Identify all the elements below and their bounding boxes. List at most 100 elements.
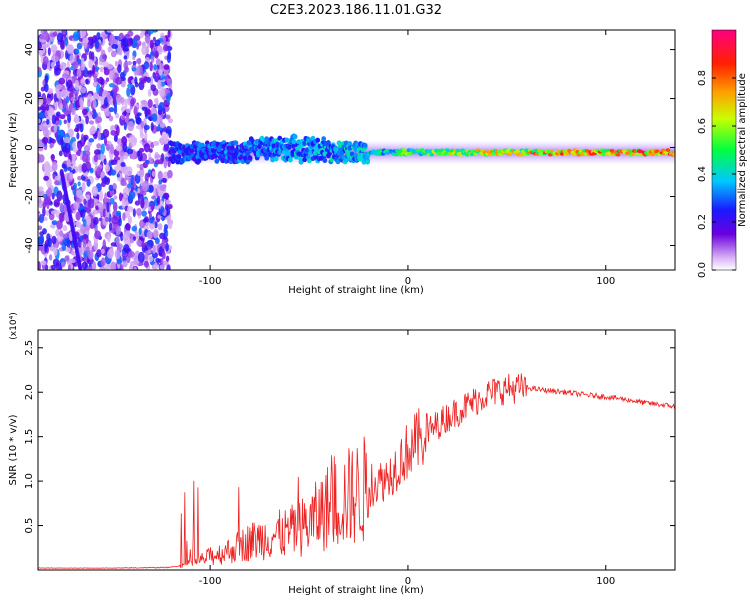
carrier-blob xyxy=(443,151,449,156)
noise-dot xyxy=(105,111,111,116)
noise-dot xyxy=(121,96,125,106)
noise-dot xyxy=(69,172,74,180)
noise-dot xyxy=(76,42,83,50)
noise-dot xyxy=(126,183,133,189)
noise-dot xyxy=(126,87,131,97)
noise-dot xyxy=(144,33,151,44)
carrier-blob xyxy=(273,156,279,162)
carrier-blob xyxy=(650,152,655,157)
noise-dot xyxy=(38,154,45,163)
noise-dot xyxy=(52,258,60,267)
noise-dot xyxy=(114,86,118,98)
noise-dot xyxy=(38,186,44,192)
noise-dot xyxy=(111,43,119,50)
noise-dot xyxy=(97,130,101,141)
noise-dot xyxy=(51,61,55,69)
noise-dot xyxy=(100,257,106,267)
noise-dot xyxy=(154,39,161,46)
noise-dot xyxy=(163,64,170,71)
noise-dot xyxy=(154,204,160,210)
noise-dot xyxy=(163,142,170,151)
noise-dot xyxy=(95,205,99,210)
snr-ticks: -100 0 100 0.5 1.0 1.5 2.0 2.5 xyxy=(24,330,675,587)
noise-dot xyxy=(120,181,128,186)
noise-dot xyxy=(71,107,76,116)
carrier-blob xyxy=(246,140,252,146)
noise-dot xyxy=(73,182,77,190)
noise-dot xyxy=(159,184,166,192)
noise-dot xyxy=(58,150,63,157)
noise-dot xyxy=(63,119,67,124)
noise-dot xyxy=(148,255,154,262)
noise-dot xyxy=(106,249,114,259)
x-tick-label: 0 xyxy=(405,276,411,287)
noise-dot xyxy=(153,64,158,71)
noise-dot xyxy=(40,86,45,92)
noise-dot xyxy=(55,84,59,94)
noise-dot xyxy=(45,103,50,112)
noise-dot xyxy=(109,143,114,155)
noise-dot xyxy=(62,97,67,109)
carrier-blob xyxy=(520,149,526,154)
noise-dot xyxy=(147,30,155,35)
noise-dot xyxy=(135,124,143,130)
noise-dot xyxy=(88,59,94,69)
snr-series-line xyxy=(38,373,675,569)
carrier-blob xyxy=(672,152,675,157)
noise-dot xyxy=(154,237,160,245)
noise-dot xyxy=(73,128,80,133)
noise-dot xyxy=(38,139,43,150)
noise-dot xyxy=(60,138,64,146)
carrier-blob xyxy=(298,159,304,165)
noise-dot xyxy=(129,238,135,244)
noise-dot xyxy=(150,204,154,211)
noise-dot xyxy=(100,143,105,155)
carrier-blob xyxy=(304,147,310,153)
noise-dot xyxy=(44,196,52,205)
y-tick-label: -20 xyxy=(24,188,35,204)
noise-dot xyxy=(61,73,69,79)
noise-dot xyxy=(152,140,160,147)
noise-dot xyxy=(92,64,96,76)
noise-dot xyxy=(93,149,101,156)
colorbar: 0.0 0.2 0.4 0.6 0.8 Normalized spectral ampl… xyxy=(697,29,748,278)
spectrogram-frame xyxy=(37,29,676,271)
noise-dot xyxy=(123,244,130,253)
noise-dot xyxy=(109,69,115,81)
noise-dot xyxy=(165,255,170,262)
noise-dot xyxy=(61,163,66,169)
noise-dot xyxy=(115,144,122,152)
noise-dot xyxy=(163,192,170,200)
noise-dot xyxy=(167,30,171,38)
noise-dot xyxy=(110,261,117,270)
noise-dot xyxy=(110,159,118,166)
noise-dot xyxy=(115,76,123,85)
carrier-blob xyxy=(638,149,643,154)
figure-title: C2E3.2023.186.11.01.G32 xyxy=(270,3,442,18)
noise-dot xyxy=(47,237,52,248)
noise-dot xyxy=(100,248,105,255)
carrier-blob xyxy=(296,139,302,145)
noise-dot xyxy=(45,209,50,216)
noise-dot xyxy=(121,252,128,258)
noise-dot xyxy=(160,206,165,214)
noise-dot xyxy=(42,127,49,137)
noise-dot xyxy=(44,74,49,85)
noise-dot xyxy=(75,211,81,221)
noise-dot xyxy=(87,257,94,265)
noise-dot xyxy=(159,86,166,98)
noise-dot xyxy=(51,114,57,125)
carrier-blob xyxy=(654,149,660,154)
noise-dot xyxy=(83,38,88,49)
noise-dot xyxy=(163,136,169,145)
noise-dot xyxy=(51,192,55,200)
noise-dot xyxy=(110,129,117,136)
noise-dot xyxy=(125,108,132,114)
noise-dot xyxy=(53,93,58,103)
noise-dot xyxy=(144,107,149,118)
noise-dot xyxy=(63,237,70,247)
noise-dot xyxy=(42,206,46,217)
noise-dot xyxy=(138,227,142,236)
noise-dot xyxy=(80,133,85,144)
noise-dot xyxy=(72,141,77,150)
